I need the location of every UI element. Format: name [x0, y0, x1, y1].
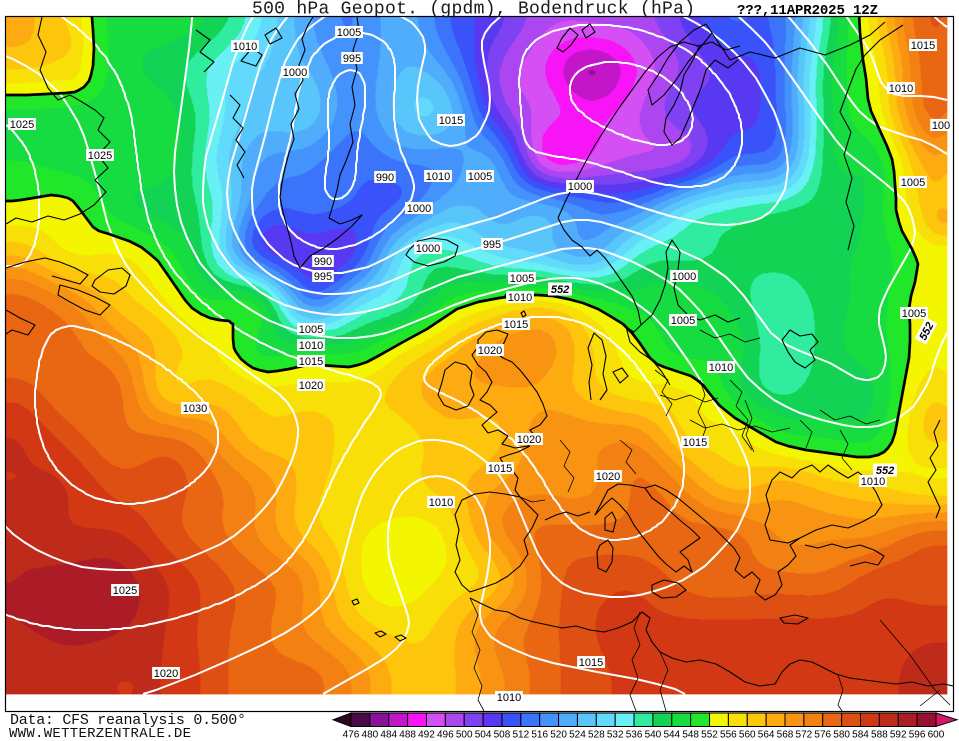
- svg-text:1030: 1030: [183, 403, 207, 415]
- svg-text:592: 592: [890, 730, 907, 741]
- svg-text:1005: 1005: [902, 308, 926, 320]
- svg-text:995: 995: [343, 53, 361, 65]
- svg-text:488: 488: [399, 730, 416, 741]
- svg-text:1025: 1025: [88, 150, 112, 162]
- svg-text:540: 540: [645, 730, 662, 741]
- svg-text:1010: 1010: [508, 292, 532, 304]
- svg-text:1025: 1025: [113, 585, 137, 597]
- svg-text:560: 560: [739, 730, 756, 741]
- svg-text:1020: 1020: [478, 345, 502, 357]
- svg-text:1010: 1010: [429, 497, 453, 509]
- svg-text:100: 100: [932, 120, 950, 132]
- svg-text:1000: 1000: [672, 271, 696, 283]
- svg-text:500: 500: [456, 730, 473, 741]
- svg-text:1020: 1020: [596, 471, 620, 483]
- svg-text:1015: 1015: [683, 437, 707, 449]
- svg-text:556: 556: [720, 730, 737, 741]
- svg-text:552: 552: [551, 284, 569, 296]
- svg-text:1015: 1015: [439, 115, 463, 127]
- svg-text:572: 572: [796, 730, 813, 741]
- svg-text:1015: 1015: [911, 40, 935, 52]
- svg-text:520: 520: [550, 730, 567, 741]
- svg-text:1010: 1010: [426, 171, 450, 183]
- svg-text:1000: 1000: [416, 243, 440, 255]
- svg-text:???,11APR2025 12Z: ???,11APR2025 12Z: [737, 3, 878, 19]
- svg-text:1020: 1020: [299, 380, 323, 392]
- svg-text:1020: 1020: [154, 668, 178, 680]
- svg-text:WWW.WETTERZENTRALE.DE: WWW.WETTERZENTRALE.DE: [9, 726, 191, 741]
- svg-text:512: 512: [512, 730, 529, 741]
- svg-text:1000: 1000: [407, 203, 431, 215]
- svg-text:496: 496: [437, 730, 454, 741]
- svg-text:596: 596: [909, 730, 926, 741]
- svg-text:1010: 1010: [299, 340, 323, 352]
- svg-text:990: 990: [376, 172, 394, 184]
- svg-text:1015: 1015: [504, 319, 528, 331]
- svg-text:552: 552: [876, 465, 894, 477]
- svg-text:492: 492: [418, 730, 435, 741]
- svg-text:504: 504: [475, 730, 492, 741]
- svg-text:584: 584: [852, 730, 869, 741]
- svg-text:1005: 1005: [299, 324, 323, 336]
- svg-text:990: 990: [314, 256, 332, 268]
- svg-text:1010: 1010: [889, 83, 913, 95]
- svg-text:476: 476: [343, 730, 360, 741]
- svg-text:1025: 1025: [10, 119, 34, 131]
- svg-text:532: 532: [607, 730, 624, 741]
- svg-text:995: 995: [314, 271, 332, 283]
- svg-text:536: 536: [626, 730, 643, 741]
- svg-text:1000: 1000: [283, 67, 307, 79]
- svg-text:1005: 1005: [468, 171, 492, 183]
- svg-text:600: 600: [928, 730, 945, 741]
- svg-text:568: 568: [777, 730, 794, 741]
- svg-text:480: 480: [362, 730, 379, 741]
- svg-text:1005: 1005: [337, 27, 361, 39]
- svg-text:1005: 1005: [671, 315, 695, 327]
- svg-text:1015: 1015: [579, 657, 603, 669]
- svg-text:588: 588: [871, 730, 888, 741]
- svg-text:1000: 1000: [568, 181, 592, 193]
- svg-text:548: 548: [682, 730, 699, 741]
- svg-text:1010: 1010: [497, 692, 521, 704]
- svg-text:516: 516: [531, 730, 548, 741]
- svg-text:1015: 1015: [488, 463, 512, 475]
- svg-text:Data: CFS reanalysis 0.500°: Data: CFS reanalysis 0.500°: [10, 712, 246, 729]
- svg-text:580: 580: [833, 730, 850, 741]
- svg-text:484: 484: [380, 730, 397, 741]
- svg-text:544: 544: [663, 730, 680, 741]
- svg-text:524: 524: [569, 730, 586, 741]
- svg-text:1005: 1005: [901, 177, 925, 189]
- svg-text:995: 995: [483, 239, 501, 251]
- svg-text:1010: 1010: [233, 41, 257, 53]
- svg-text:552: 552: [701, 730, 718, 741]
- svg-text:1015: 1015: [299, 356, 323, 368]
- svg-text:528: 528: [588, 730, 605, 741]
- svg-text:1010: 1010: [861, 476, 885, 488]
- svg-text:576: 576: [814, 730, 831, 741]
- svg-text:1020: 1020: [517, 434, 541, 446]
- svg-text:564: 564: [758, 730, 775, 741]
- svg-text:1010: 1010: [709, 362, 733, 374]
- svg-text:508: 508: [494, 730, 511, 741]
- svg-text:1005: 1005: [510, 273, 534, 285]
- svg-text:500 hPa Geopot. (gpdm), Bodend: 500 hPa Geopot. (gpdm), Bodendruck (hPa): [252, 0, 695, 20]
